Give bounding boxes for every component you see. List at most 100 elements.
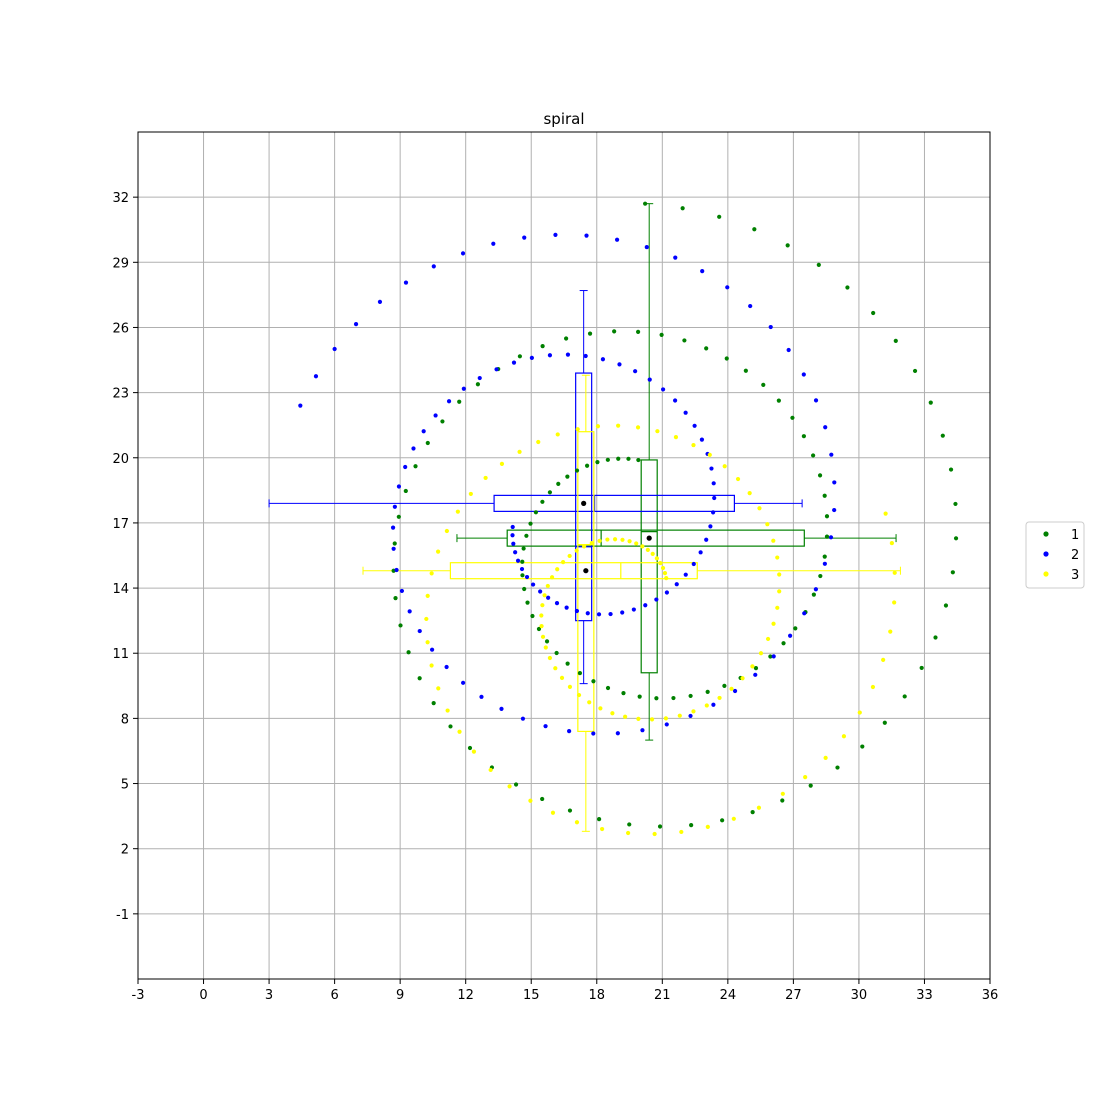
series-1-point: [704, 346, 709, 351]
series-3-point: [429, 571, 434, 576]
series-2-point: [520, 716, 526, 721]
series-1-point: [882, 720, 887, 725]
series-1-boxplot: [456, 203, 897, 741]
series-2-point: [631, 607, 636, 612]
series-1-point: [398, 623, 403, 628]
series-1-point: [591, 679, 596, 684]
series-3-point: [429, 663, 434, 668]
series-1-point: [413, 464, 418, 469]
series-1-point: [521, 546, 526, 551]
series-1-point: [893, 338, 898, 344]
series-2-point: [519, 566, 525, 572]
series-3-point: [549, 575, 555, 580]
series-3-point: [539, 613, 544, 618]
y-tick-label: 29: [112, 256, 129, 271]
legend-marker-1: [1043, 531, 1049, 537]
series-2-point: [567, 729, 572, 734]
series-3-point: [705, 824, 710, 829]
series-2-point: [829, 452, 834, 457]
series-1-point: [540, 499, 545, 504]
series-3-point: [735, 476, 741, 482]
series-2-point: [748, 303, 753, 309]
series-1-point: [824, 534, 830, 539]
x-tick-label: 36: [982, 988, 999, 1003]
series-3-point: [757, 506, 762, 511]
series-1-point: [567, 808, 573, 813]
series-3-point: [574, 548, 579, 553]
series-3-point: [559, 675, 565, 680]
x-tick-label: 15: [523, 988, 540, 1003]
series-3-point: [605, 537, 610, 542]
series-1-point: [682, 338, 687, 343]
box-x: [506, 529, 805, 547]
series-3-point: [677, 713, 682, 718]
series-2-point: [510, 524, 515, 530]
series-1-point: [457, 399, 462, 404]
box-y: [577, 431, 595, 733]
series-3-point: [691, 709, 696, 714]
series-1-point: [587, 331, 593, 336]
series-1-point: [824, 514, 830, 519]
series-2-point: [753, 672, 758, 677]
series-3-point: [436, 686, 441, 691]
series-3-point: [567, 553, 572, 559]
series-1-point: [860, 744, 865, 749]
series-3-point: [888, 629, 893, 634]
series-2-point: [699, 437, 705, 442]
series-1-point: [536, 626, 542, 632]
series-2-point: [584, 233, 589, 238]
series-1-point: [565, 661, 570, 666]
legend-marker-2: [1043, 551, 1049, 557]
series-3-point: [857, 710, 862, 715]
series-2-point: [511, 541, 516, 546]
series-2-point: [640, 728, 645, 733]
series-3-point: [673, 435, 679, 440]
series-1-point: [520, 573, 525, 578]
series-1-point: [417, 676, 422, 681]
series-1-point: [818, 573, 823, 579]
series-1-point: [636, 329, 641, 334]
series-3-point: [612, 537, 618, 542]
series-3-point: [731, 816, 736, 821]
series-3-point: [889, 540, 894, 546]
x-tick-label: 3: [265, 988, 273, 1003]
series-2-point: [664, 590, 669, 595]
series-3-point: [679, 829, 684, 835]
series-3-point: [823, 755, 828, 760]
series-1-point: [761, 382, 766, 387]
series-2-point: [538, 589, 543, 594]
series-3-point: [750, 664, 755, 669]
series-2-point: [596, 612, 602, 617]
series-3-point: [691, 442, 696, 448]
series-2-point: [643, 603, 648, 608]
series-2-point: [417, 628, 422, 634]
series-3-point: [483, 475, 488, 481]
series-2-point: [543, 724, 548, 729]
series-2-point: [377, 299, 383, 304]
series-1-point: [753, 666, 759, 671]
series-1-point: [811, 453, 816, 458]
series-2-point: [403, 464, 408, 470]
series-1-point: [637, 694, 642, 699]
series-3-point: [771, 621, 776, 626]
series-1-point: [845, 285, 850, 290]
series-1-point: [596, 816, 602, 822]
x-tick-label: 12: [457, 988, 474, 1003]
series-2-point: [683, 572, 688, 577]
series-1-point: [816, 262, 821, 267]
series-2-point: [522, 235, 527, 240]
series-1-point: [722, 683, 727, 688]
series-1-point: [448, 724, 453, 729]
series-2-point: [565, 352, 571, 357]
series-2-point: [332, 346, 337, 352]
series-2-point: [832, 507, 837, 513]
series-2-point: [822, 561, 827, 566]
series-2-point: [499, 706, 504, 711]
series-1-point: [950, 570, 955, 575]
y-tick-label: 11: [112, 647, 129, 662]
series-1-point: [717, 214, 722, 219]
series-3-point: [457, 729, 462, 734]
series-1-point: [811, 592, 816, 597]
series-2-point: [511, 360, 517, 365]
series-2-point: [617, 362, 622, 367]
